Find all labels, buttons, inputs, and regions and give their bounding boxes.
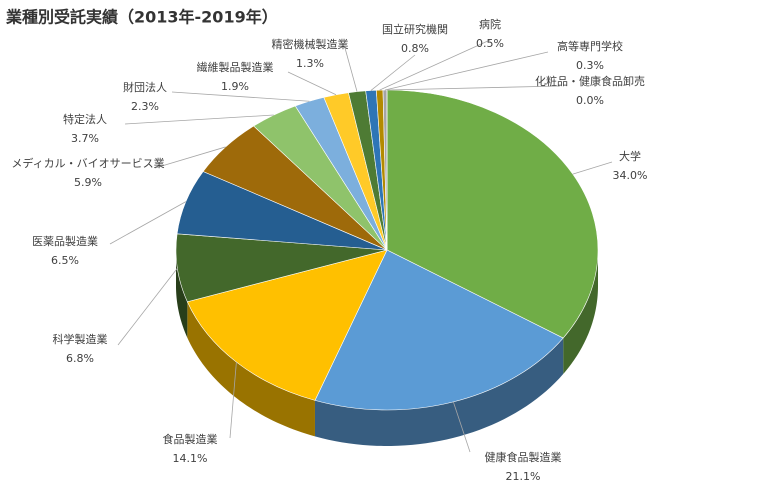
category-label: 財団法人 bbox=[123, 80, 167, 94]
category-label: 医薬品製造業 bbox=[32, 234, 98, 248]
pie-side bbox=[176, 250, 188, 338]
category-label: 食品製造業 bbox=[163, 432, 218, 446]
category-label: 高等専門学校 bbox=[557, 39, 623, 53]
category-label: 病院 bbox=[479, 17, 501, 31]
value-label: 2.3% bbox=[131, 100, 159, 113]
leader-line bbox=[452, 401, 471, 453]
category-label: 国立研究機関 bbox=[382, 22, 448, 36]
value-label: 1.9% bbox=[221, 80, 249, 93]
value-label: 1.3% bbox=[296, 57, 324, 70]
leader-line bbox=[229, 362, 237, 439]
value-label: 5.9% bbox=[74, 176, 102, 189]
category-label: 繊維製品製造業 bbox=[197, 60, 274, 74]
value-label: 3.7% bbox=[71, 132, 99, 145]
leader-line bbox=[384, 51, 549, 91]
category-label: 健康食品製造業 bbox=[485, 450, 562, 464]
leader-line bbox=[379, 39, 491, 91]
pie-slice bbox=[314, 249, 564, 411]
value-label: 0.8% bbox=[401, 42, 429, 55]
leader-line bbox=[154, 146, 226, 169]
leader-line bbox=[287, 71, 337, 96]
value-label: 0.5% bbox=[476, 37, 504, 50]
category-label: 大学 bbox=[619, 149, 641, 163]
value-label: 0.3% bbox=[576, 59, 604, 72]
category-label: 化粧品・健康食品卸売 bbox=[535, 74, 645, 88]
value-label: 6.5% bbox=[51, 254, 79, 267]
category-label: 精密機械製造業 bbox=[272, 37, 349, 51]
pie-side bbox=[314, 338, 564, 446]
pie-side bbox=[187, 301, 315, 437]
leader-line bbox=[124, 114, 274, 125]
category-label: メディカル・バイオサービス業 bbox=[11, 156, 164, 170]
leader-line bbox=[572, 161, 613, 175]
chart-title: 業種別受託実績（2013年-2019年） bbox=[5, 8, 278, 27]
leader-line bbox=[386, 85, 561, 91]
leader-line bbox=[370, 54, 416, 91]
value-label: 6.8% bbox=[66, 352, 94, 365]
value-label: 14.1% bbox=[173, 452, 208, 465]
pie-slice bbox=[186, 249, 388, 401]
category-label: 特定法人 bbox=[63, 112, 107, 126]
leader-line bbox=[344, 47, 358, 92]
leader-line bbox=[117, 267, 178, 346]
value-label: 0.0% bbox=[576, 94, 604, 107]
value-label: 21.1% bbox=[506, 470, 541, 483]
pie-side bbox=[563, 250, 598, 375]
value-label: 34.0% bbox=[613, 169, 648, 182]
leader-line bbox=[171, 91, 310, 102]
leader-line bbox=[109, 201, 187, 245]
category-label: 科学製造業 bbox=[53, 332, 108, 346]
